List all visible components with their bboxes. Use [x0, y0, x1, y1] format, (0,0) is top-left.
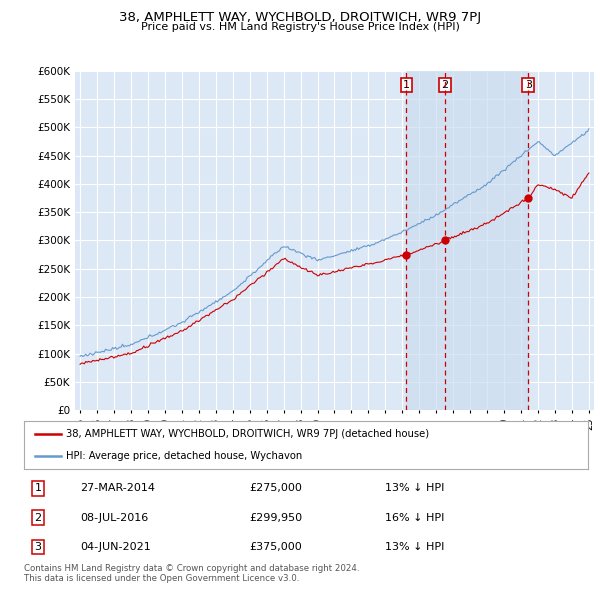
- Text: £299,950: £299,950: [250, 513, 303, 523]
- Text: 1: 1: [35, 483, 41, 493]
- Text: Contains HM Land Registry data © Crown copyright and database right 2024.: Contains HM Land Registry data © Crown c…: [24, 563, 359, 572]
- Text: 08-JUL-2016: 08-JUL-2016: [80, 513, 149, 523]
- Bar: [406, 71, 528, 410]
- Text: 2: 2: [35, 513, 41, 523]
- Text: HPI: Average price, detached house, Wychavon: HPI: Average price, detached house, Wych…: [66, 451, 302, 461]
- Text: 16% ↓ HPI: 16% ↓ HPI: [385, 513, 445, 523]
- Text: 3: 3: [524, 80, 532, 90]
- Text: 38, AMPHLETT WAY, WYCHBOLD, DROITWICH, WR9 7PJ: 38, AMPHLETT WAY, WYCHBOLD, DROITWICH, W…: [119, 11, 481, 24]
- Text: £275,000: £275,000: [250, 483, 302, 493]
- Text: 13% ↓ HPI: 13% ↓ HPI: [385, 483, 445, 493]
- Text: 13% ↓ HPI: 13% ↓ HPI: [385, 542, 445, 552]
- Text: 2: 2: [442, 80, 449, 90]
- Text: This data is licensed under the Open Government Licence v3.0.: This data is licensed under the Open Gov…: [24, 573, 299, 582]
- Text: 3: 3: [35, 542, 41, 552]
- Text: £375,000: £375,000: [250, 542, 302, 552]
- Text: 38, AMPHLETT WAY, WYCHBOLD, DROITWICH, WR9 7PJ (detached house): 38, AMPHLETT WAY, WYCHBOLD, DROITWICH, W…: [66, 429, 430, 439]
- Text: 04-JUN-2021: 04-JUN-2021: [80, 542, 151, 552]
- Text: Price paid vs. HM Land Registry's House Price Index (HPI): Price paid vs. HM Land Registry's House …: [140, 22, 460, 32]
- Text: 1: 1: [403, 80, 410, 90]
- Text: 27-MAR-2014: 27-MAR-2014: [80, 483, 155, 493]
